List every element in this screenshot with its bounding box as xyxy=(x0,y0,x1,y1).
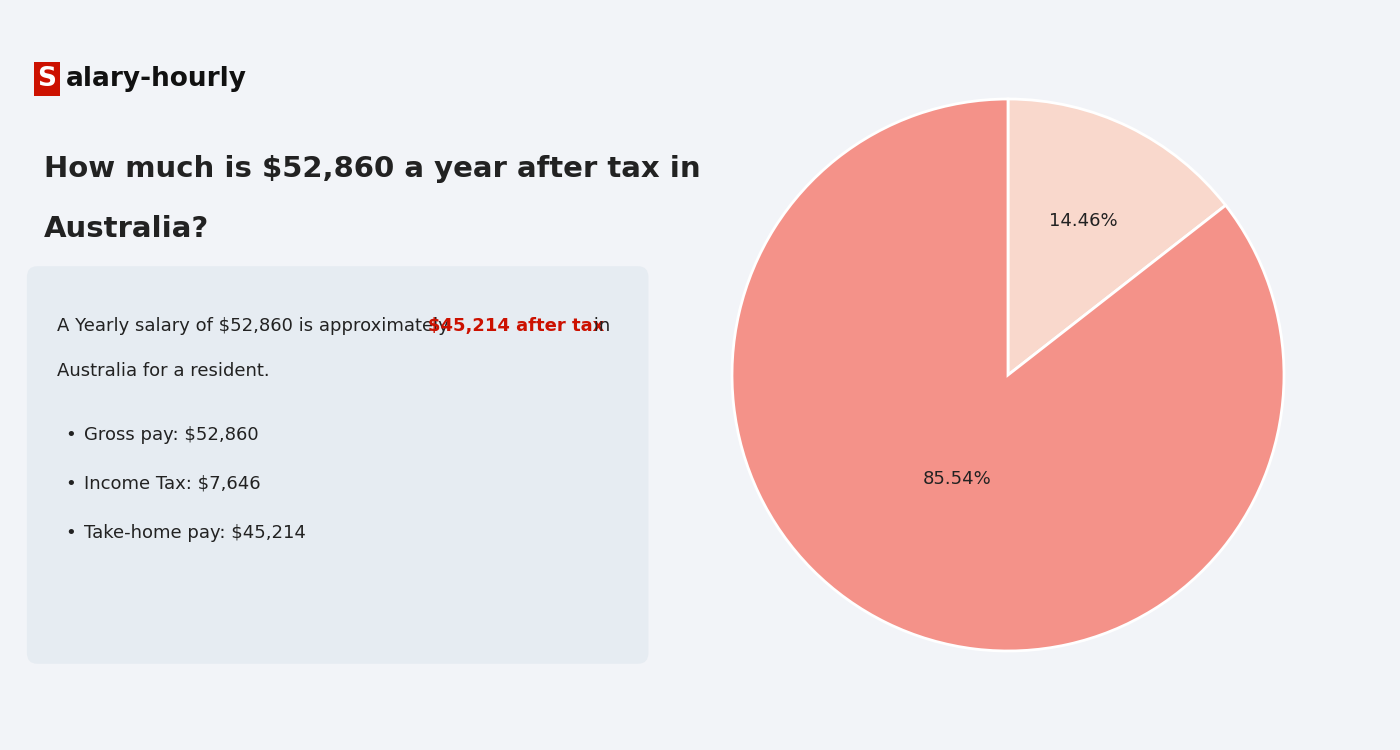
Text: 85.54%: 85.54% xyxy=(923,470,991,488)
Text: 14.46%: 14.46% xyxy=(1049,212,1117,230)
Text: S: S xyxy=(38,66,56,92)
Wedge shape xyxy=(1008,99,1225,375)
Text: A Yearly salary of $52,860 is approximately: A Yearly salary of $52,860 is approximat… xyxy=(57,317,455,335)
Text: Income Tax: $7,646: Income Tax: $7,646 xyxy=(84,475,260,493)
Text: in: in xyxy=(588,317,610,335)
Text: Take-home pay: $45,214: Take-home pay: $45,214 xyxy=(84,524,305,542)
Wedge shape xyxy=(732,99,1284,651)
Text: •: • xyxy=(66,524,76,542)
Text: •: • xyxy=(66,426,76,444)
FancyBboxPatch shape xyxy=(27,266,648,664)
Text: Gross pay: $52,860: Gross pay: $52,860 xyxy=(84,426,259,444)
Text: Australia?: Australia? xyxy=(43,214,209,243)
Text: alary-hourly: alary-hourly xyxy=(66,66,246,92)
Text: How much is $52,860 a year after tax in: How much is $52,860 a year after tax in xyxy=(43,154,700,183)
Text: Australia for a resident.: Australia for a resident. xyxy=(57,362,270,380)
Text: •: • xyxy=(66,475,76,493)
Text: $45,214 after tax: $45,214 after tax xyxy=(428,317,605,335)
